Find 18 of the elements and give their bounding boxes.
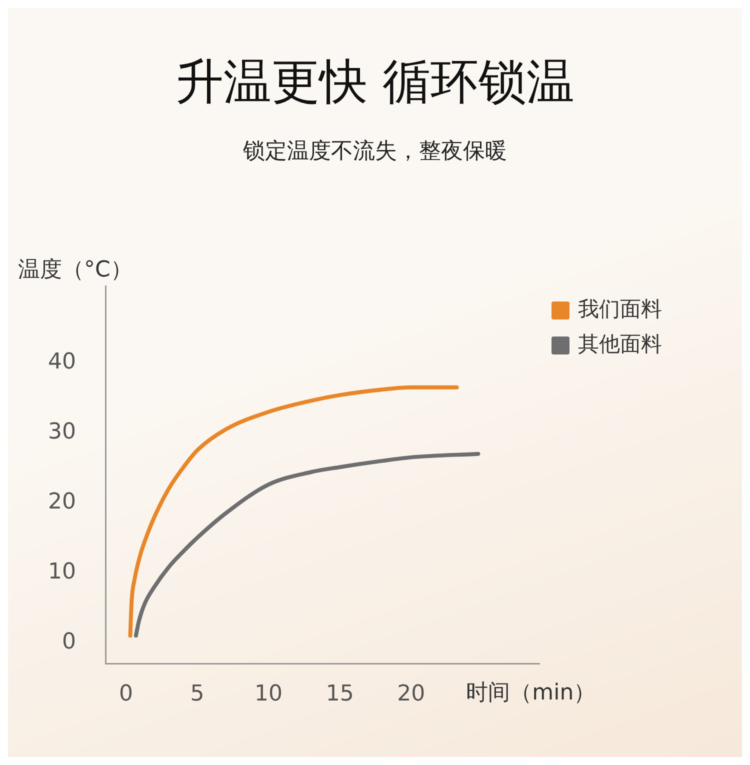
x-tick-label: 10 xyxy=(254,682,283,707)
y-tick-label: 20 xyxy=(48,489,76,514)
legend-label: 其他面料 xyxy=(578,332,662,356)
y-tick-label: 30 xyxy=(48,420,76,445)
chart-subtitle: 锁定温度不流失，整夜保暖 xyxy=(242,138,508,166)
x-tick-label: 20 xyxy=(397,682,426,707)
x-tick-label: 0 xyxy=(118,682,133,707)
y-axis-title: 温度（°C） xyxy=(18,258,132,283)
y-tick-label: 10 xyxy=(48,559,76,584)
line-series xyxy=(134,452,480,638)
chart-title: 升温更快 循环锁温 xyxy=(174,53,576,112)
x-tick-label: 15 xyxy=(326,682,354,707)
line-series xyxy=(128,385,459,638)
y-tick-label: 40 xyxy=(48,350,76,375)
y-tick-label: 0 xyxy=(62,629,76,654)
x-axis-title: 时间（min） xyxy=(466,680,596,706)
x-tick-label: 5 xyxy=(190,682,204,707)
legend-label: 我们面料 xyxy=(578,296,662,321)
